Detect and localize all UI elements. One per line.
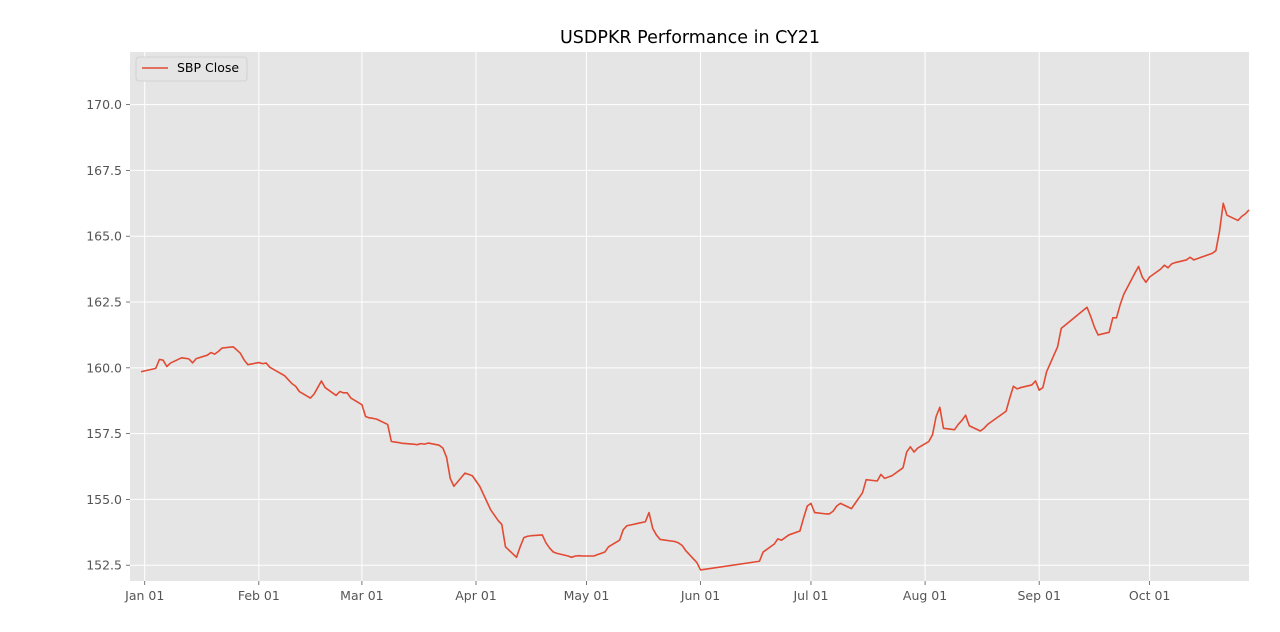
x-tick-label: Sep 01 [1017, 588, 1060, 603]
legend: SBP Close [135, 56, 248, 82]
x-tick-label: May 01 [564, 588, 610, 603]
x-tick-label: Jun 01 [680, 588, 720, 603]
y-tick-label: 162.5 [86, 295, 122, 310]
series-layer [140, 202, 1250, 571]
x-tick-label: Jan 01 [124, 588, 164, 603]
y-tick-label: 155.0 [86, 492, 122, 507]
y-tick-label: 160.0 [86, 360, 122, 375]
y-tick-label: 170.0 [86, 97, 122, 112]
series-line-sbp-close [140, 202, 1250, 571]
y-tick-label: 167.5 [86, 163, 122, 178]
x-tick-label: Aug 01 [903, 588, 947, 603]
x-tick-label: Feb 01 [238, 588, 280, 603]
y-tick-label: 157.5 [86, 426, 122, 441]
legend-box [135, 56, 248, 82]
x-tick-label: Mar 01 [340, 588, 383, 603]
x-tick-label: Jul 01 [792, 588, 828, 603]
plot-area [130, 52, 1249, 581]
legend-label: SBP Close [177, 60, 239, 75]
y-tick-label: 152.5 [86, 558, 122, 573]
chart-title: USDPKR Performance in CY21 [560, 28, 820, 48]
y-axis: 152.5 155.0 157.5 160.0 162.5 165.0 167.5 170.0 [86, 97, 130, 573]
x-tick-label: Apr 01 [455, 588, 497, 603]
x-tick-label: Oct 01 [1129, 588, 1171, 603]
x-axis: Jan 01 Feb 01 Mar 01 Apr 01 May 01 Jun 01 Jul … [124, 581, 1170, 603]
y-tick-label: 165.0 [86, 229, 122, 244]
grid [130, 52, 1249, 581]
